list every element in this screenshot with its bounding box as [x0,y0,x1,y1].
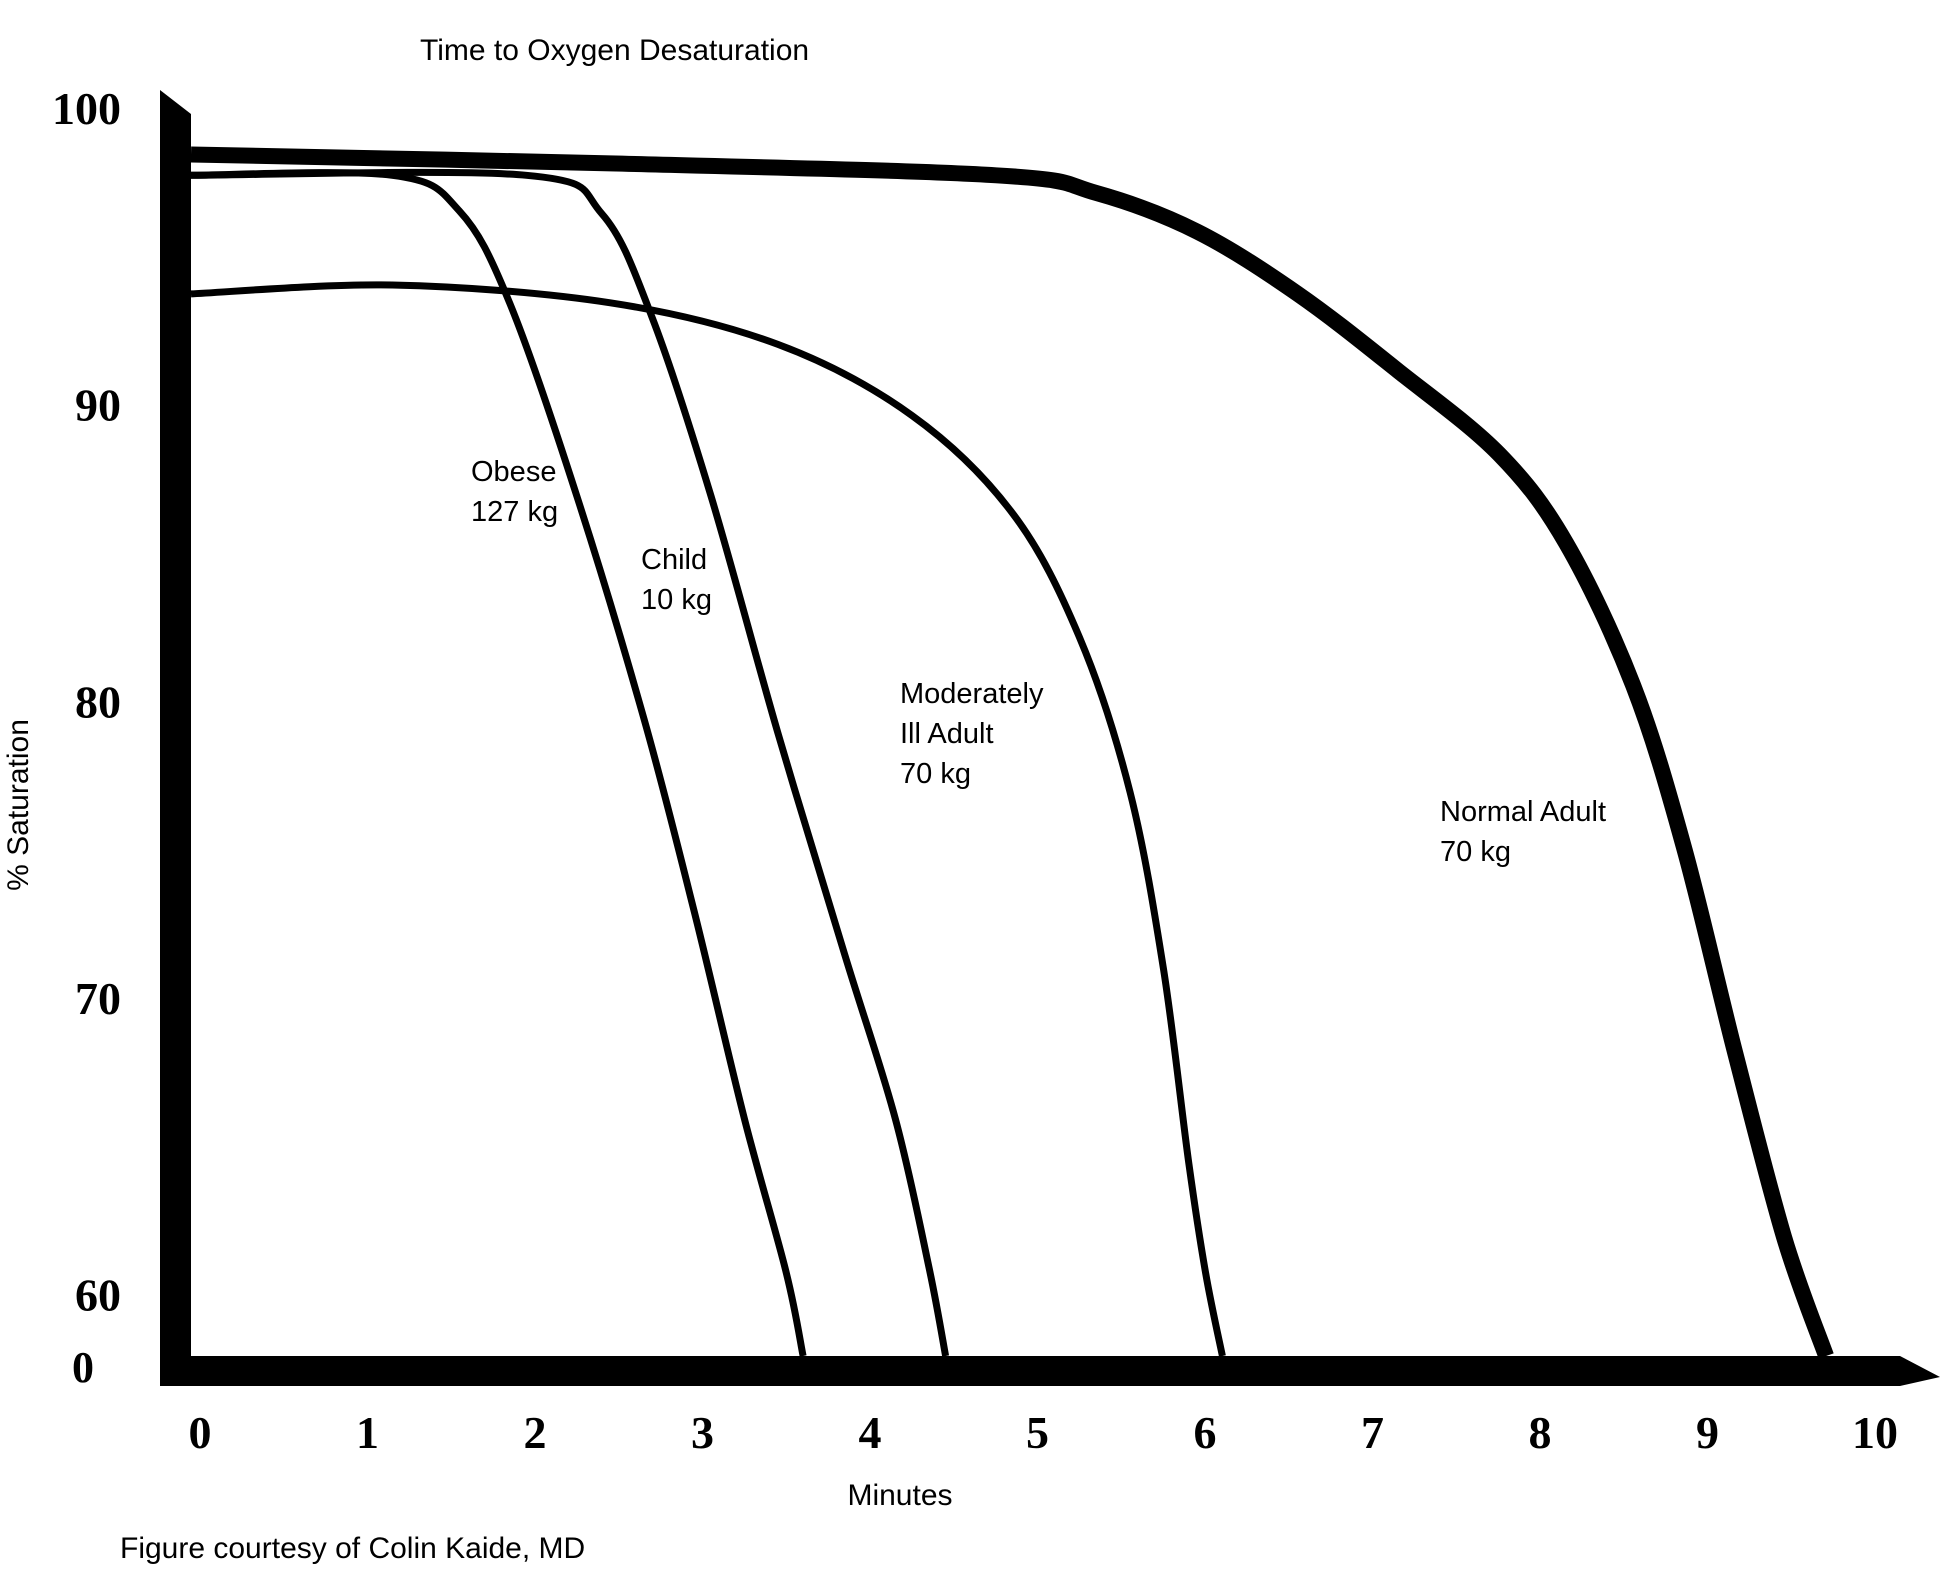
y-tick-label-0: 100 [52,83,121,134]
series-label-2-line-0: Moderately [900,678,1044,710]
y-tick-label-3: 70 [75,973,121,1024]
series-label-2-line-2: 70 kg [900,758,971,790]
chart-title: Time to Oxygen Desaturation [420,34,809,67]
series-labels: Obese 127 kg Child 10 kg Moderately Ill Adult… [471,456,1606,868]
series-line-3 [190,146,1834,1359]
x-tick-label-4: 4 [859,1407,882,1458]
x-tick-label-7: 7 [1361,1407,1384,1458]
figure-credit: Figure courtesy of Colin Kaide, MD [120,1532,585,1565]
y-tick-labels: 100 90 80 70 60 [52,83,121,1321]
series-line-2 [190,281,1226,1357]
x-tick-label-8: 8 [1529,1407,1552,1458]
series-label-3-line-1: 70 kg [1440,836,1511,868]
y-tick-label-2: 80 [75,676,121,727]
series-line-1 [190,168,950,1357]
y-tick-label-1: 90 [75,380,121,431]
series-label-1-line-1: 10 kg [641,584,712,616]
series-line-0 [190,169,807,1357]
x-tick-label-2: 2 [524,1407,547,1458]
series-layer [190,146,1834,1359]
y-axis-label: % Saturation [2,719,35,891]
x-tick-labels: 0 1 2 3 4 5 6 7 8 9 10 [189,1407,1899,1458]
series-label-0-line-0: Obese [471,456,556,488]
series-label-0-line-1: 127 kg [471,496,558,528]
x-tick-label-10: 10 [1852,1407,1898,1458]
y-axis-line [160,90,191,1386]
series-label-1-line-0: Child [641,544,707,576]
x-tick-label-0: 0 [189,1407,212,1458]
x-axis-line [160,1356,1940,1386]
x-tick-label-9: 9 [1696,1407,1719,1458]
x-tick-label-3: 3 [691,1407,714,1458]
series-label-3-line-0: Normal Adult [1440,796,1606,828]
y-origin-label: 0 [72,1343,94,1392]
x-axis-label: Minutes [847,1479,952,1512]
x-tick-label-1: 1 [356,1407,379,1458]
axes [160,90,1940,1386]
y-tick-label-4: 60 [75,1270,121,1321]
x-tick-label-6: 6 [1194,1407,1217,1458]
series-label-2-line-1: Ill Adult [900,718,994,750]
x-tick-label-5: 5 [1026,1407,1049,1458]
